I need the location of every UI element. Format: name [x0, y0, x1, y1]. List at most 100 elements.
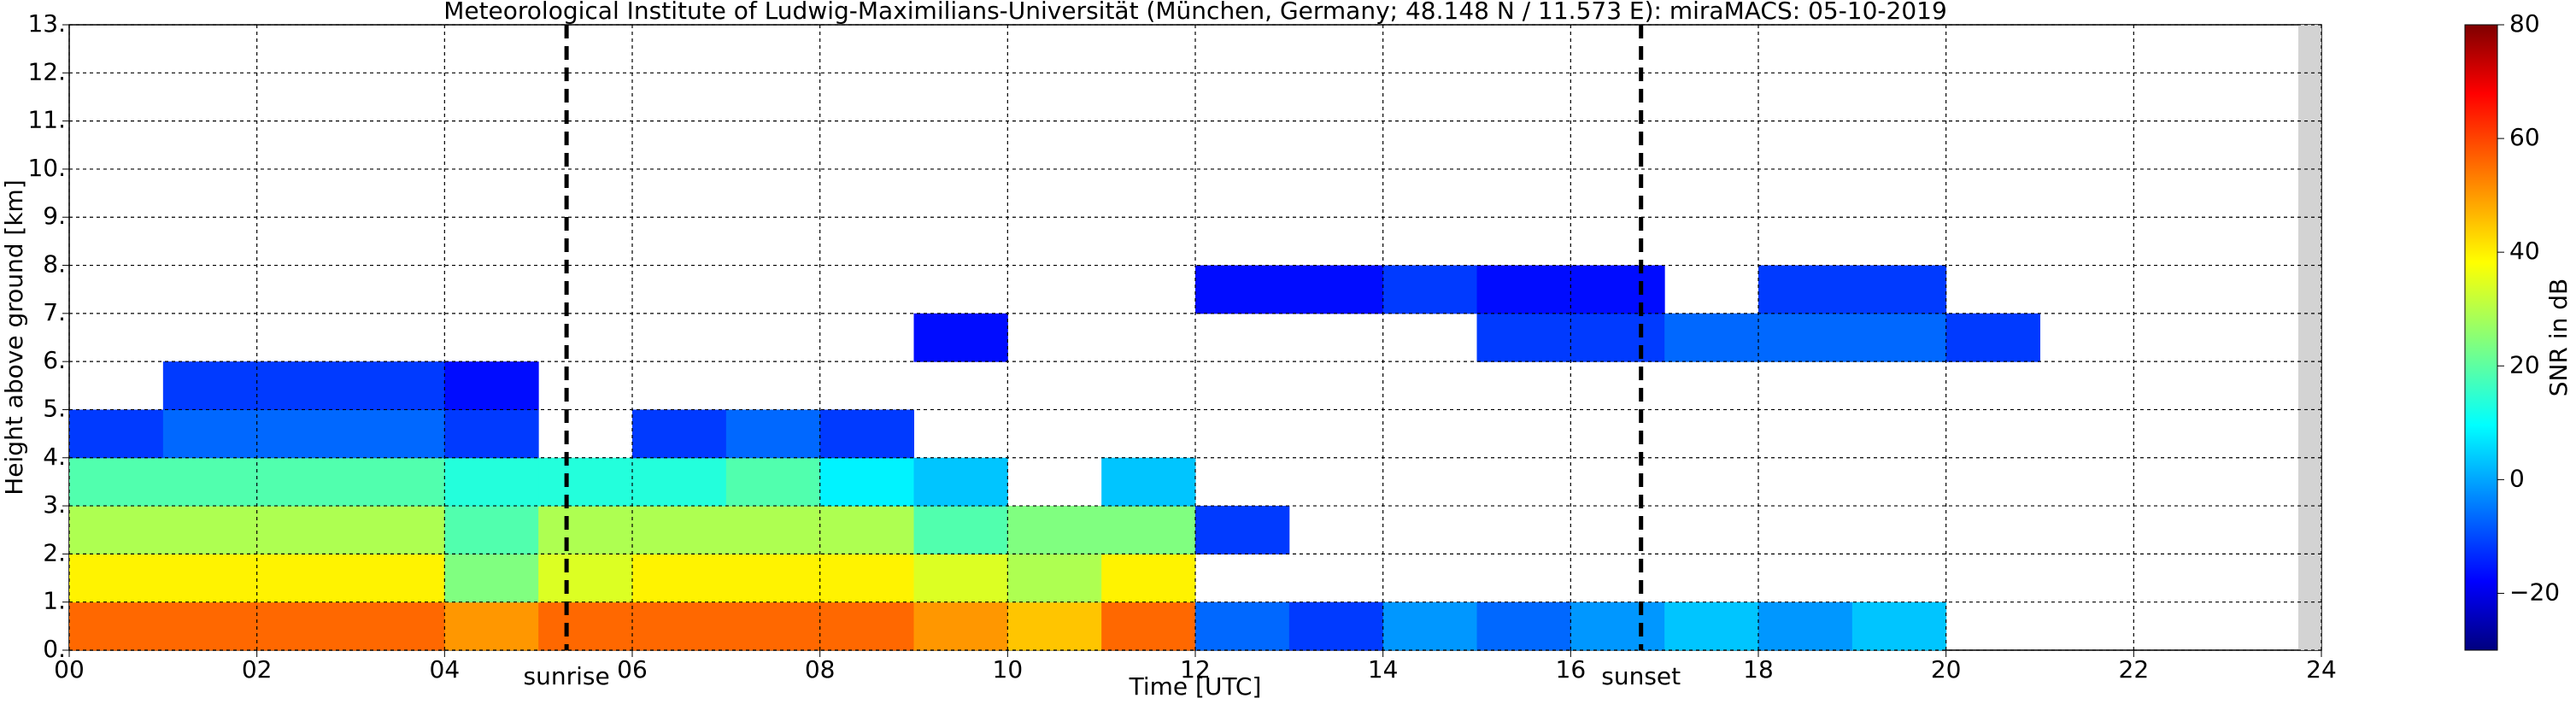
- x-tick-label: 22: [2119, 655, 2150, 683]
- cell: [256, 554, 351, 603]
- cell: [1288, 601, 1384, 651]
- event-label: sunset: [1601, 662, 1681, 690]
- cell: [69, 457, 164, 507]
- cell: [1476, 601, 1571, 651]
- cell: [1570, 265, 1665, 314]
- cell: [350, 601, 445, 651]
- cell: [1476, 313, 1571, 362]
- y-tick-label: 10.: [27, 154, 66, 182]
- cell: [1288, 265, 1384, 314]
- cell: [538, 601, 633, 651]
- x-tick-label: 04: [430, 655, 461, 683]
- cell: [444, 361, 539, 410]
- cell: [913, 554, 1008, 603]
- x-tick-label: 10: [993, 655, 1024, 683]
- colorbar-tick-label: 0: [2509, 464, 2525, 492]
- cell: [819, 409, 914, 459]
- cell: [1851, 601, 1947, 651]
- cell: [819, 601, 914, 651]
- cell: [256, 409, 351, 459]
- cell: [632, 457, 727, 507]
- cell: [1007, 506, 1102, 554]
- cell: [69, 601, 164, 651]
- cell: [1945, 313, 2040, 362]
- cell: [1664, 313, 1759, 362]
- y-tick-label: 7.: [43, 298, 66, 326]
- no-data-area: [2298, 25, 2321, 650]
- cell: [725, 409, 821, 459]
- cell: [1382, 265, 1477, 314]
- cell: [444, 554, 539, 603]
- colorbar-tick-label: 60: [2509, 123, 2540, 151]
- cell: [1570, 601, 1665, 651]
- y-tick-label: 3.: [43, 490, 66, 519]
- cell: [538, 554, 633, 603]
- y-tick-label: 1.: [43, 587, 66, 615]
- cell: [538, 506, 633, 554]
- cell: [632, 506, 727, 554]
- cell: [256, 506, 351, 554]
- y-tick-label: 12.: [27, 57, 66, 85]
- colorbar-tick-label: 80: [2509, 9, 2540, 38]
- y-tick-label: 6.: [43, 346, 66, 374]
- cell: [819, 457, 914, 507]
- x-tick-label: 02: [242, 655, 273, 683]
- x-tick-label: 08: [805, 655, 836, 683]
- x-tick-label: 20: [1931, 655, 1962, 683]
- cell: [162, 506, 258, 554]
- y-tick-label: 2.: [43, 538, 66, 566]
- cell: [69, 506, 164, 554]
- cell: [162, 361, 258, 410]
- cell: [1195, 506, 1290, 554]
- colorbar-tick-label: 40: [2509, 237, 2540, 265]
- x-tick-label: 16: [1556, 655, 1587, 683]
- cell: [819, 554, 914, 603]
- cell: [256, 601, 351, 651]
- cell: [1758, 601, 1853, 651]
- cell: [913, 457, 1008, 507]
- cell: [725, 601, 821, 651]
- y-tick-label: 9.: [43, 202, 66, 230]
- cell: [1101, 457, 1196, 507]
- cell: [1851, 265, 1947, 314]
- cell: [444, 457, 539, 507]
- cell: [725, 506, 821, 554]
- cell: [1007, 601, 1102, 651]
- cell: [913, 506, 1008, 554]
- cell: [162, 554, 258, 603]
- cell: [1101, 554, 1196, 603]
- x-tick-label: 24: [2306, 655, 2337, 683]
- cell: [1007, 554, 1102, 603]
- y-tick-label: 13.: [27, 9, 66, 38]
- cell: [350, 409, 445, 459]
- cell: [69, 409, 164, 459]
- cell: [1758, 313, 1853, 362]
- cell: [725, 554, 821, 603]
- cell: [913, 601, 1008, 651]
- y-tick-label: 11.: [27, 106, 66, 134]
- cell: [350, 361, 445, 410]
- y-tick-label: 5.: [43, 394, 66, 422]
- x-tick-label: 06: [617, 655, 648, 683]
- chart-title: Meteorological Institute of Ludwig-Maxim…: [443, 0, 1947, 25]
- cell: [1851, 313, 1947, 362]
- colorbar-tick-label: −20: [2509, 578, 2560, 606]
- cell: [444, 506, 539, 554]
- cell: [162, 409, 258, 459]
- cell: [1476, 265, 1571, 314]
- cell: [1570, 313, 1665, 362]
- cell: [632, 409, 727, 459]
- y-tick-label: 4.: [43, 443, 66, 471]
- cell: [632, 554, 727, 603]
- cell: [1101, 506, 1196, 554]
- cell: [1101, 601, 1196, 651]
- y-axis-label: Height above ground [km]: [0, 179, 28, 496]
- cell: [725, 457, 821, 507]
- cell: [350, 554, 445, 603]
- cell: [632, 601, 727, 651]
- cell: [256, 361, 351, 410]
- x-tick-label: 12: [1180, 655, 1211, 683]
- cell: [69, 554, 164, 603]
- cell: [1382, 601, 1477, 651]
- cell: [350, 457, 445, 507]
